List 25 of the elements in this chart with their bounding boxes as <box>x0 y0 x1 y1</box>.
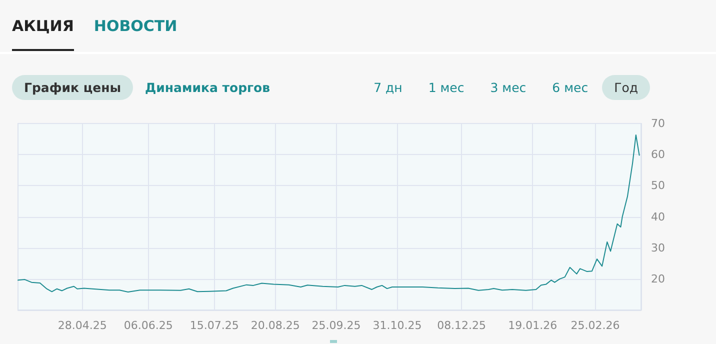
text: 1 мес <box>427 79 466 97</box>
line-series <box>18 134 640 292</box>
x-tick-label: 06.06.25 <box>124 319 173 332</box>
x-tick-label: 20.08.25 <box>250 319 300 332</box>
x-tick-label: 31.10.25 <box>372 319 422 332</box>
y-tick-label: 20 <box>651 272 665 286</box>
text: 7 дн <box>372 79 404 97</box>
x-tick-label: 15.07.25 <box>190 319 239 332</box>
text: 3 мес <box>489 79 528 97</box>
y-tick-label: 60 <box>651 148 665 162</box>
y-tick-label: 50 <box>651 179 665 192</box>
text: График цены <box>12 75 134 100</box>
text: 6 мес <box>551 79 590 97</box>
x-tick-label: 08.12.25 <box>437 319 486 332</box>
text: Динамика торгов <box>144 79 272 97</box>
x-tick-label: 25.02.26 <box>570 319 620 332</box>
y-tick-label: 40 <box>651 210 665 224</box>
x-tick-label: 28.04.25 <box>58 319 107 332</box>
y-tick-label: 70 <box>651 117 665 130</box>
y-tick-label: 30 <box>651 241 665 254</box>
x-tick-label: 25.09.25 <box>312 319 361 332</box>
x-tick-label: 19.01.26 <box>508 319 558 332</box>
text: АКЦИЯ <box>12 17 74 51</box>
text: НОВОСТИ <box>94 17 178 37</box>
text: Год <box>602 75 650 100</box>
